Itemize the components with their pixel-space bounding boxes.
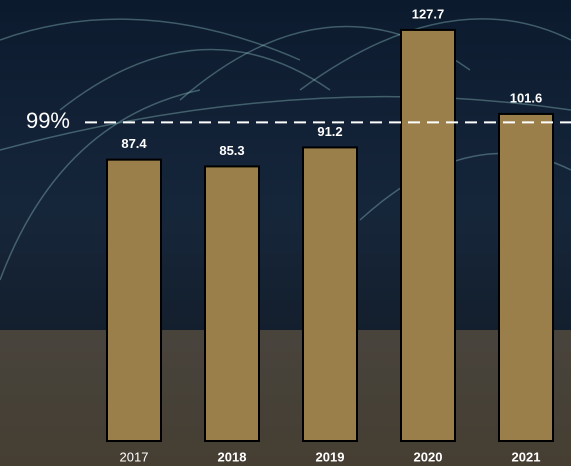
bar <box>302 146 358 442</box>
value-label: 91.2 <box>317 124 342 139</box>
x-tick-label: 2021 <box>512 449 541 464</box>
reference-label: 99% <box>26 108 70 133</box>
x-tick-label: 2017 <box>120 449 149 464</box>
bar <box>400 28 456 443</box>
value-label: 87.4 <box>121 136 147 151</box>
city-lights <box>0 330 571 466</box>
bar <box>204 165 260 442</box>
bar <box>106 158 162 442</box>
decoration <box>0 18 571 281</box>
value-label: 127.7 <box>412 6 445 21</box>
x-tick-label: 2020 <box>414 449 443 464</box>
x-tick-label: 2018 <box>218 449 247 464</box>
value-label: 85.3 <box>219 143 244 158</box>
bar <box>498 112 554 443</box>
x-tick-label: 2019 <box>316 449 345 464</box>
value-label: 101.6 <box>510 90 543 105</box>
